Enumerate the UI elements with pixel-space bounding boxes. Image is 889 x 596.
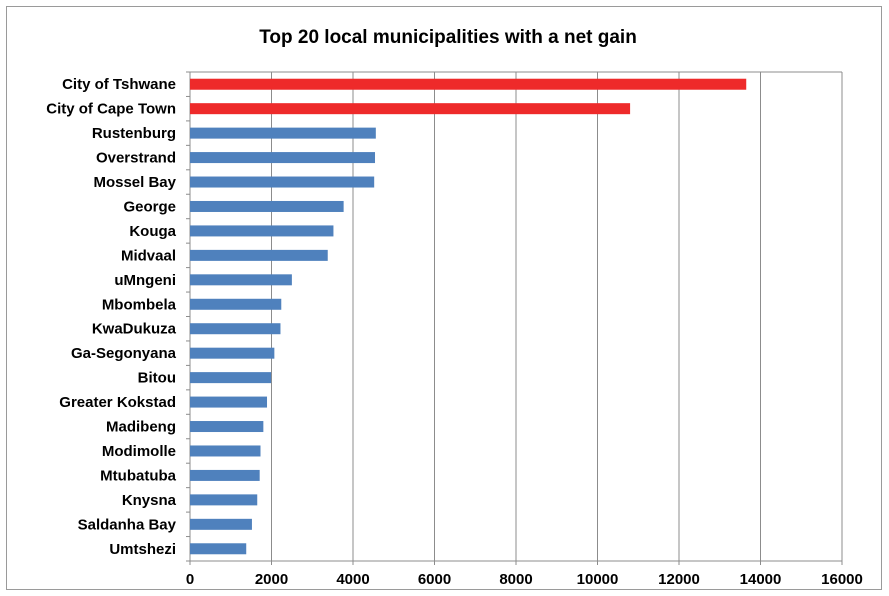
bar bbox=[190, 200, 344, 212]
x-tick-labels: 0 2000 4000 6000 8000 10000 12000 14000 16000 bbox=[186, 571, 863, 588]
bar bbox=[190, 445, 261, 457]
category-label: Saldanha Bay bbox=[78, 516, 177, 533]
x-tick-label: 0 bbox=[186, 571, 194, 588]
x-tick-label: 8000 bbox=[499, 571, 532, 588]
category-label: Mtubatuba bbox=[100, 467, 176, 484]
bar bbox=[190, 518, 252, 530]
category-label: Madibeng bbox=[106, 419, 176, 436]
category-label: Knysna bbox=[122, 492, 177, 509]
bar bbox=[190, 225, 334, 237]
x-tick-label: 16000 bbox=[821, 571, 863, 588]
bar bbox=[190, 103, 631, 115]
category-label: Overstrand bbox=[96, 150, 176, 167]
chart-title: Top 20 local municipalities with a net g… bbox=[259, 27, 637, 48]
category-label: uMngeni bbox=[114, 272, 176, 289]
x-tick-label: 6000 bbox=[418, 571, 451, 588]
category-label: Midvaal bbox=[121, 247, 176, 264]
category-label: George bbox=[123, 198, 176, 215]
category-label: City of Cape Town bbox=[46, 101, 176, 118]
grid-lines bbox=[186, 71, 843, 565]
category-label: Bitou bbox=[138, 370, 176, 387]
category-label: Mbombela bbox=[102, 296, 177, 313]
x-tick-label: 2000 bbox=[255, 571, 288, 588]
bar bbox=[190, 421, 264, 433]
category-label: Greater Kokstad bbox=[59, 394, 176, 411]
bar bbox=[190, 543, 247, 555]
category-label: Kouga bbox=[129, 223, 176, 240]
bar bbox=[190, 372, 272, 384]
category-labels: City of Tshwane City of Cape Town Rustenbu… bbox=[46, 76, 176, 558]
bar bbox=[190, 78, 747, 90]
category-label: Rustenburg bbox=[92, 125, 176, 142]
bars bbox=[190, 78, 747, 555]
bar bbox=[190, 347, 275, 359]
category-label: Mossel Bay bbox=[93, 174, 176, 191]
category-label: Ga-Segonyana bbox=[71, 345, 177, 362]
bar bbox=[190, 127, 376, 139]
bar bbox=[190, 274, 292, 286]
category-label: KwaDukuza bbox=[92, 321, 177, 338]
bar bbox=[190, 176, 375, 188]
bar bbox=[190, 298, 282, 310]
bar bbox=[190, 494, 258, 506]
bar bbox=[190, 323, 281, 335]
bar bbox=[190, 396, 268, 408]
x-tick-label: 10000 bbox=[577, 571, 619, 588]
category-label: Modimolle bbox=[102, 443, 176, 460]
x-tick-label: 4000 bbox=[336, 571, 369, 588]
bar bbox=[190, 152, 376, 164]
bar bbox=[190, 469, 260, 481]
x-tick-label: 14000 bbox=[740, 571, 782, 588]
bar bbox=[190, 249, 328, 261]
x-tick-label: 12000 bbox=[658, 571, 700, 588]
category-label: City of Tshwane bbox=[62, 76, 176, 93]
category-label: Umtshezi bbox=[109, 541, 176, 558]
